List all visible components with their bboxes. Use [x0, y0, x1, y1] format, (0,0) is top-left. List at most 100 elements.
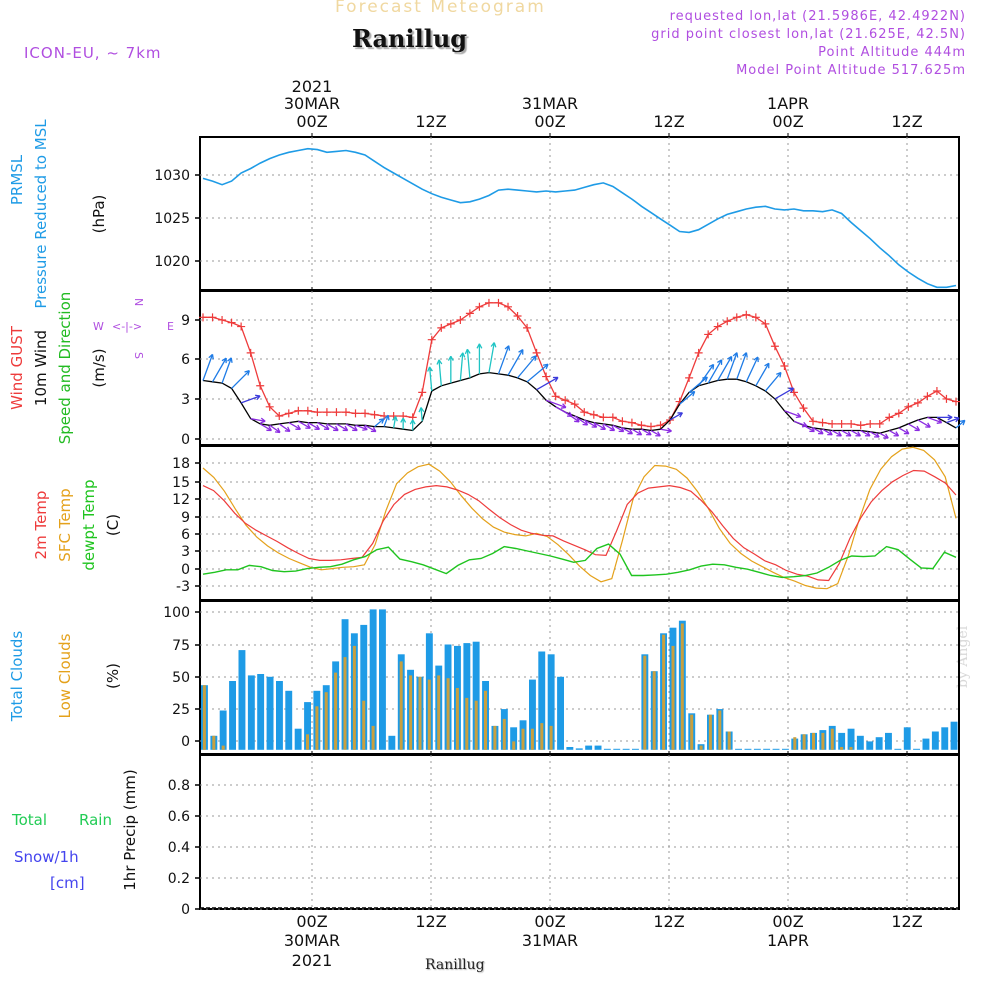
- label-percent: (%): [104, 663, 122, 689]
- point-altitude: Point Altitude 444m: [818, 45, 966, 60]
- total-cloud-bar: [744, 748, 752, 750]
- panel-1-ytick-label: 1020: [154, 254, 190, 270]
- pressure-line: [202, 147, 957, 289]
- wind-direction-arrow: [803, 424, 815, 433]
- total-cloud-bar: [941, 727, 949, 750]
- panel-3-ytick-label: 18: [172, 456, 190, 472]
- total-cloud-bar: [247, 675, 255, 750]
- wind-direction-arrowhead: [464, 348, 471, 355]
- gust-marker: [303, 406, 312, 415]
- top-axis-hour: 00Z: [772, 112, 803, 131]
- wind-direction-arrowhead: [883, 433, 889, 439]
- panel-5-ytick-label: 0.6: [168, 809, 190, 825]
- low-cloud-bar: [718, 710, 722, 750]
- wind-direction-arrow: [603, 423, 615, 431]
- total-cloud-bar: [538, 651, 546, 750]
- total-cloud-bar: [388, 735, 396, 750]
- panel-3-ytick-label: 15: [172, 475, 190, 491]
- low-cloud-bar: [540, 723, 544, 750]
- total-cloud-bar: [463, 643, 471, 750]
- wind-direction-arrowhead: [677, 412, 683, 418]
- gust-marker: [437, 323, 446, 332]
- wind-direction-arrowhead: [903, 429, 910, 435]
- wind-direction-arrow: [297, 420, 311, 429]
- label-low-clouds: Low Clouds: [56, 633, 74, 718]
- gust-marker: [713, 322, 722, 331]
- wind-direction-arrowhead: [600, 424, 606, 430]
- panel-2-ytick-label: 6: [181, 352, 190, 368]
- gust-marker: [465, 309, 474, 318]
- wind-direction-arrow: [326, 423, 339, 431]
- wind-direction-arrowhead: [959, 419, 966, 426]
- low-cloud-bar: [643, 655, 647, 750]
- wind-direction-arrow: [955, 419, 966, 429]
- wind-direction-arrow: [917, 419, 931, 428]
- gust-marker: [627, 418, 636, 427]
- wind-direction-arrow: [641, 428, 652, 436]
- bottom-axis-date: 31MAR: [522, 931, 578, 950]
- wind-direction-arrowhead: [776, 371, 782, 378]
- total-cloud-bar: [772, 748, 780, 750]
- low-cloud-bar: [662, 634, 666, 750]
- panel-3-ytick-label: 6: [181, 527, 190, 543]
- sfc-temp-line: [202, 446, 957, 590]
- top-title: Forecast Meteogram: [335, 0, 546, 17]
- gust-marker: [694, 348, 703, 357]
- wind-direction-arrow: [438, 359, 442, 386]
- top-axis-date: 30MAR: [284, 94, 340, 113]
- wind-direction-arrowhead: [874, 432, 880, 438]
- wind-direction-arrowhead: [274, 427, 281, 434]
- wind-direction-arrowhead: [208, 353, 214, 360]
- wind-direction-arrow: [679, 391, 696, 405]
- wind-direction-arrowhead: [764, 362, 770, 369]
- total-cloud-bar: [472, 641, 480, 750]
- low-cloud-bar: [484, 690, 487, 750]
- gust-marker: [475, 302, 484, 311]
- wind-direction-arrow: [497, 345, 510, 375]
- gust-marker: [923, 392, 932, 401]
- total-cloud-bar: [594, 745, 602, 750]
- total-cloud-bar: [632, 748, 639, 750]
- wind-direction-arrow: [466, 349, 471, 378]
- gust-marker: [284, 409, 293, 418]
- wind-direction-arrow: [269, 424, 281, 433]
- total-cloud-bar: [557, 676, 564, 750]
- total-cloud-bar: [763, 748, 771, 750]
- wind-direction-arrowhead: [827, 430, 833, 436]
- wind-direction-arrow: [793, 420, 808, 427]
- wind-direction-arrow: [698, 364, 715, 387]
- wind-direction-arrow: [888, 429, 899, 437]
- low-cloud-bar: [371, 725, 375, 750]
- wind-direction-arrowhead: [727, 355, 733, 362]
- compass-north: N: [132, 298, 145, 306]
- bottom-axis-hour: 12Z: [653, 912, 684, 931]
- panel-5-ytick-label: 0: [181, 902, 190, 918]
- panel-5-frame: [199, 754, 960, 910]
- low-cloud-bar: [474, 700, 478, 750]
- wind-direction-arrow: [717, 356, 733, 381]
- wind-direction-arrow: [755, 362, 770, 387]
- total-cloud-bar: [950, 721, 958, 750]
- gust-marker: [837, 419, 846, 428]
- total-cloud-bar: [847, 728, 855, 750]
- wind-direction-arrow: [745, 356, 759, 383]
- wind-direction-arrow: [927, 416, 942, 424]
- gust-marker: [446, 319, 455, 328]
- gust-marker: [751, 313, 760, 322]
- top-axis-hour: 00Z: [296, 112, 327, 131]
- wind-direction-arrow: [336, 423, 348, 431]
- panel-2-ytick-label: 0: [181, 432, 190, 448]
- wind-direction-arrowhead: [370, 426, 377, 433]
- panel-1-frame: [199, 136, 960, 291]
- wind-direction-arrow: [536, 376, 559, 391]
- gust-marker: [847, 419, 856, 428]
- wind-direction-arrow: [736, 352, 748, 380]
- gust-marker: [885, 413, 894, 422]
- wind-direction-arrowhead: [864, 431, 871, 437]
- temp-2m-line: [202, 469, 957, 582]
- total-cloud-bar: [257, 674, 265, 750]
- wind-direction-arrow: [660, 428, 672, 432]
- gust-marker: [761, 319, 770, 328]
- total-cloud-bar: [510, 727, 518, 750]
- gust-marker: [513, 312, 522, 321]
